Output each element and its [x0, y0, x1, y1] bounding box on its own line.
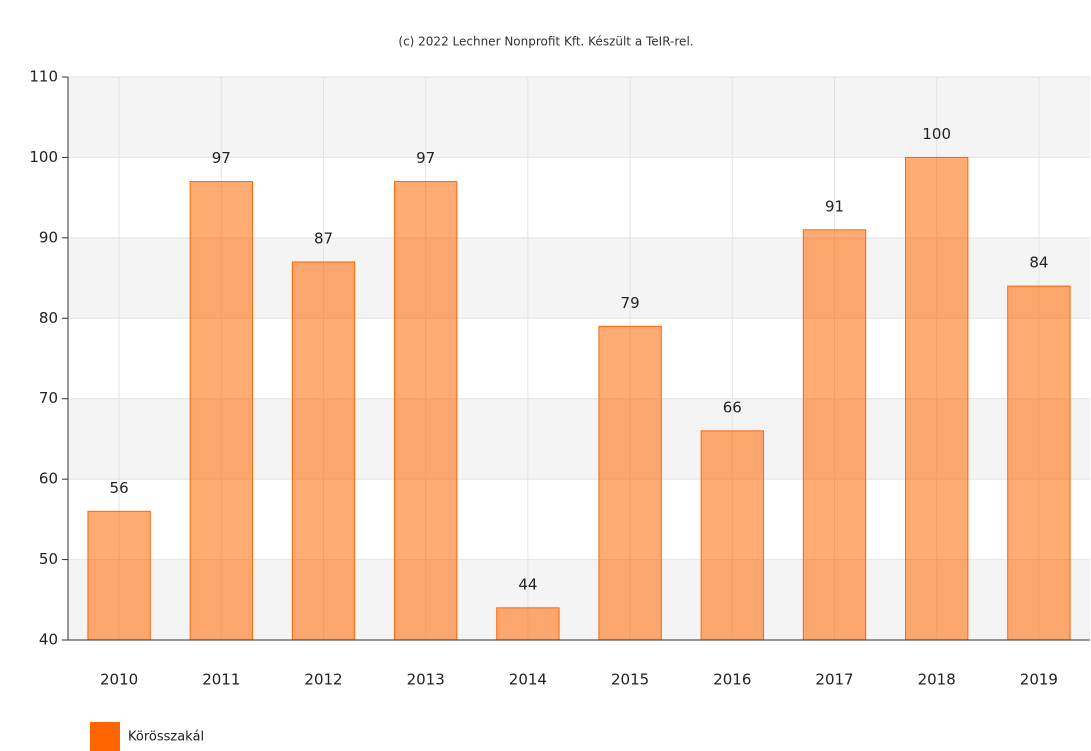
- bar: [496, 607, 560, 641]
- bar: [802, 229, 867, 641]
- grid-band: [68, 77, 1090, 158]
- bar: [394, 181, 458, 641]
- data-label: 97: [416, 149, 435, 167]
- y-tick-label: 40: [39, 631, 58, 649]
- data-label: 66: [723, 398, 742, 416]
- x-tick-label: 2011: [202, 671, 240, 689]
- x-tick-label: 2013: [407, 671, 445, 689]
- y-tick-label: 80: [39, 309, 58, 327]
- bar: [700, 430, 764, 641]
- y-tick-label: 70: [39, 389, 58, 407]
- bar: [189, 181, 253, 641]
- y-tick-label: 60: [39, 470, 58, 488]
- bar: [905, 156, 969, 641]
- data-label: 100: [922, 125, 951, 143]
- bar: [291, 261, 356, 641]
- data-label: 97: [212, 149, 231, 167]
- y-tick-label: 90: [39, 228, 58, 246]
- x-tick-label: 2018: [918, 671, 956, 689]
- y-tick-label: 100: [29, 148, 58, 166]
- data-label: 56: [110, 479, 129, 497]
- data-label: 79: [621, 294, 640, 312]
- x-tick-label: 2015: [611, 671, 649, 689]
- x-tick-label: 2010: [100, 671, 138, 689]
- y-tick-label: 50: [39, 550, 58, 568]
- x-tick-label: 2012: [304, 671, 342, 689]
- data-label: 44: [518, 575, 537, 593]
- x-tick-label: 2014: [509, 671, 547, 689]
- y-tick-label: 110: [29, 68, 58, 86]
- bar: [1007, 285, 1071, 641]
- x-tick-label: 2016: [713, 671, 751, 689]
- data-label: 91: [825, 197, 844, 215]
- legend-swatch: [90, 722, 120, 751]
- bar: [87, 510, 151, 641]
- x-tick-label: 2017: [815, 671, 853, 689]
- legend-label: Körösszakál: [128, 730, 204, 745]
- x-tick-label: 2019: [1020, 671, 1058, 689]
- data-label: 87: [314, 229, 333, 247]
- chart-title: (c) 2022 Lechner Nonprofit Kft. Készült …: [398, 35, 693, 49]
- data-label: 84: [1029, 254, 1048, 272]
- bar: [598, 325, 662, 641]
